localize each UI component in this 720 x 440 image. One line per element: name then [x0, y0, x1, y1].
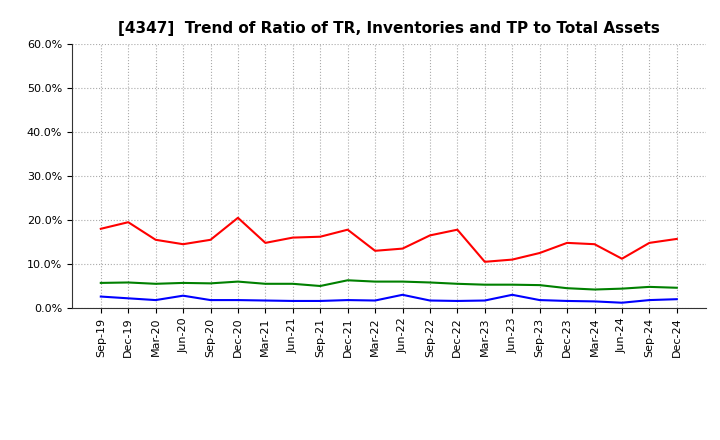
Trade Payables	[124, 280, 132, 285]
Trade Receivables	[96, 226, 105, 231]
Trade Payables	[672, 285, 681, 290]
Trade Receivables	[426, 233, 434, 238]
Trade Receivables	[316, 234, 325, 239]
Trade Receivables	[371, 248, 379, 253]
Trade Payables	[371, 279, 379, 284]
Trade Receivables	[480, 259, 489, 264]
Line: Inventories: Inventories	[101, 295, 677, 303]
Inventories	[508, 292, 516, 297]
Inventories	[289, 298, 297, 304]
Trade Payables	[261, 281, 270, 286]
Trade Receivables	[645, 240, 654, 246]
Trade Receivables	[563, 240, 572, 246]
Trade Receivables	[206, 237, 215, 242]
Trade Payables	[206, 281, 215, 286]
Trade Payables	[179, 280, 187, 286]
Inventories	[179, 293, 187, 298]
Trade Receivables	[618, 256, 626, 261]
Trade Receivables	[536, 250, 544, 256]
Inventories	[96, 294, 105, 299]
Trade Receivables	[151, 237, 160, 242]
Inventories	[480, 298, 489, 303]
Trade Receivables	[289, 235, 297, 240]
Trade Receivables	[590, 242, 599, 247]
Trade Receivables	[124, 220, 132, 225]
Trade Payables	[508, 282, 516, 287]
Inventories	[426, 298, 434, 303]
Trade Payables	[645, 284, 654, 290]
Trade Payables	[151, 281, 160, 286]
Trade Receivables	[343, 227, 352, 232]
Trade Payables	[453, 281, 462, 286]
Inventories	[371, 298, 379, 303]
Inventories	[398, 292, 407, 297]
Trade Payables	[618, 286, 626, 291]
Inventories	[618, 300, 626, 305]
Trade Payables	[590, 287, 599, 292]
Trade Payables	[233, 279, 242, 284]
Trade Receivables	[261, 240, 270, 246]
Trade Payables	[316, 283, 325, 289]
Inventories	[536, 297, 544, 303]
Trade Receivables	[233, 215, 242, 220]
Inventories	[563, 298, 572, 304]
Inventories	[233, 297, 242, 303]
Trade Payables	[343, 278, 352, 283]
Inventories	[206, 297, 215, 303]
Trade Payables	[536, 282, 544, 288]
Inventories	[672, 297, 681, 302]
Trade Payables	[289, 281, 297, 286]
Inventories	[453, 298, 462, 304]
Inventories	[590, 299, 599, 304]
Trade Receivables	[179, 242, 187, 247]
Trade Payables	[563, 286, 572, 291]
Inventories	[124, 296, 132, 301]
Trade Payables	[426, 280, 434, 285]
Inventories	[645, 297, 654, 303]
Line: Trade Payables: Trade Payables	[101, 280, 677, 290]
Trade Receivables	[453, 227, 462, 232]
Title: [4347]  Trend of Ratio of TR, Inventories and TP to Total Assets: [4347] Trend of Ratio of TR, Inventories…	[118, 21, 660, 36]
Trade Receivables	[398, 246, 407, 251]
Line: Trade Receivables: Trade Receivables	[101, 218, 677, 262]
Trade Payables	[398, 279, 407, 284]
Inventories	[151, 297, 160, 303]
Trade Receivables	[672, 236, 681, 242]
Inventories	[261, 298, 270, 303]
Trade Payables	[96, 280, 105, 286]
Inventories	[316, 298, 325, 304]
Trade Receivables	[508, 257, 516, 262]
Inventories	[343, 297, 352, 303]
Trade Payables	[480, 282, 489, 287]
